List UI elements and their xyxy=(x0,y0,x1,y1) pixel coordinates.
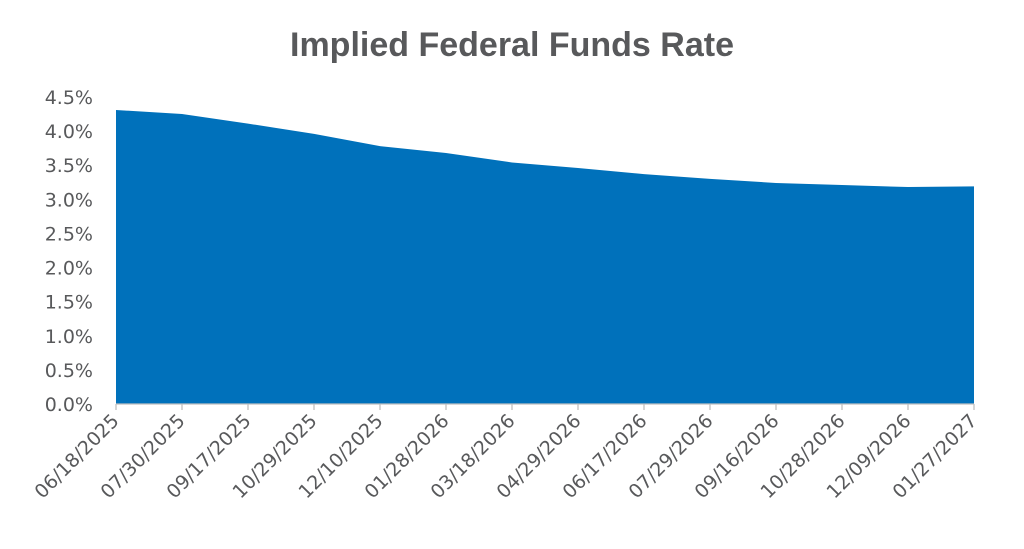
y-tick-label: 1.0% xyxy=(45,326,93,348)
x-axis-ticks: 06/18/202507/30/202509/17/202510/29/2025… xyxy=(31,404,982,503)
y-axis-ticks: 0.0% 0.5% 1.0% 1.5% 2.0% 2.5% 3.0% 3.5% 4.0% 4.5% xyxy=(45,87,93,416)
y-tick-label: 0.0% xyxy=(45,394,93,416)
y-tick-label: 0.5% xyxy=(45,360,93,382)
y-tick-label: 4.5% xyxy=(45,87,93,109)
y-tick-label: 2.5% xyxy=(45,223,93,245)
y-tick-label: 1.5% xyxy=(45,292,93,314)
y-tick-label: 3.0% xyxy=(45,189,93,211)
y-tick-label: 2.0% xyxy=(45,258,93,280)
y-tick-label: 4.0% xyxy=(45,121,93,143)
chart-title: Implied Federal Funds Rate xyxy=(290,26,734,64)
y-tick-label: 3.5% xyxy=(45,155,93,177)
implied-rate-area xyxy=(116,109,974,404)
